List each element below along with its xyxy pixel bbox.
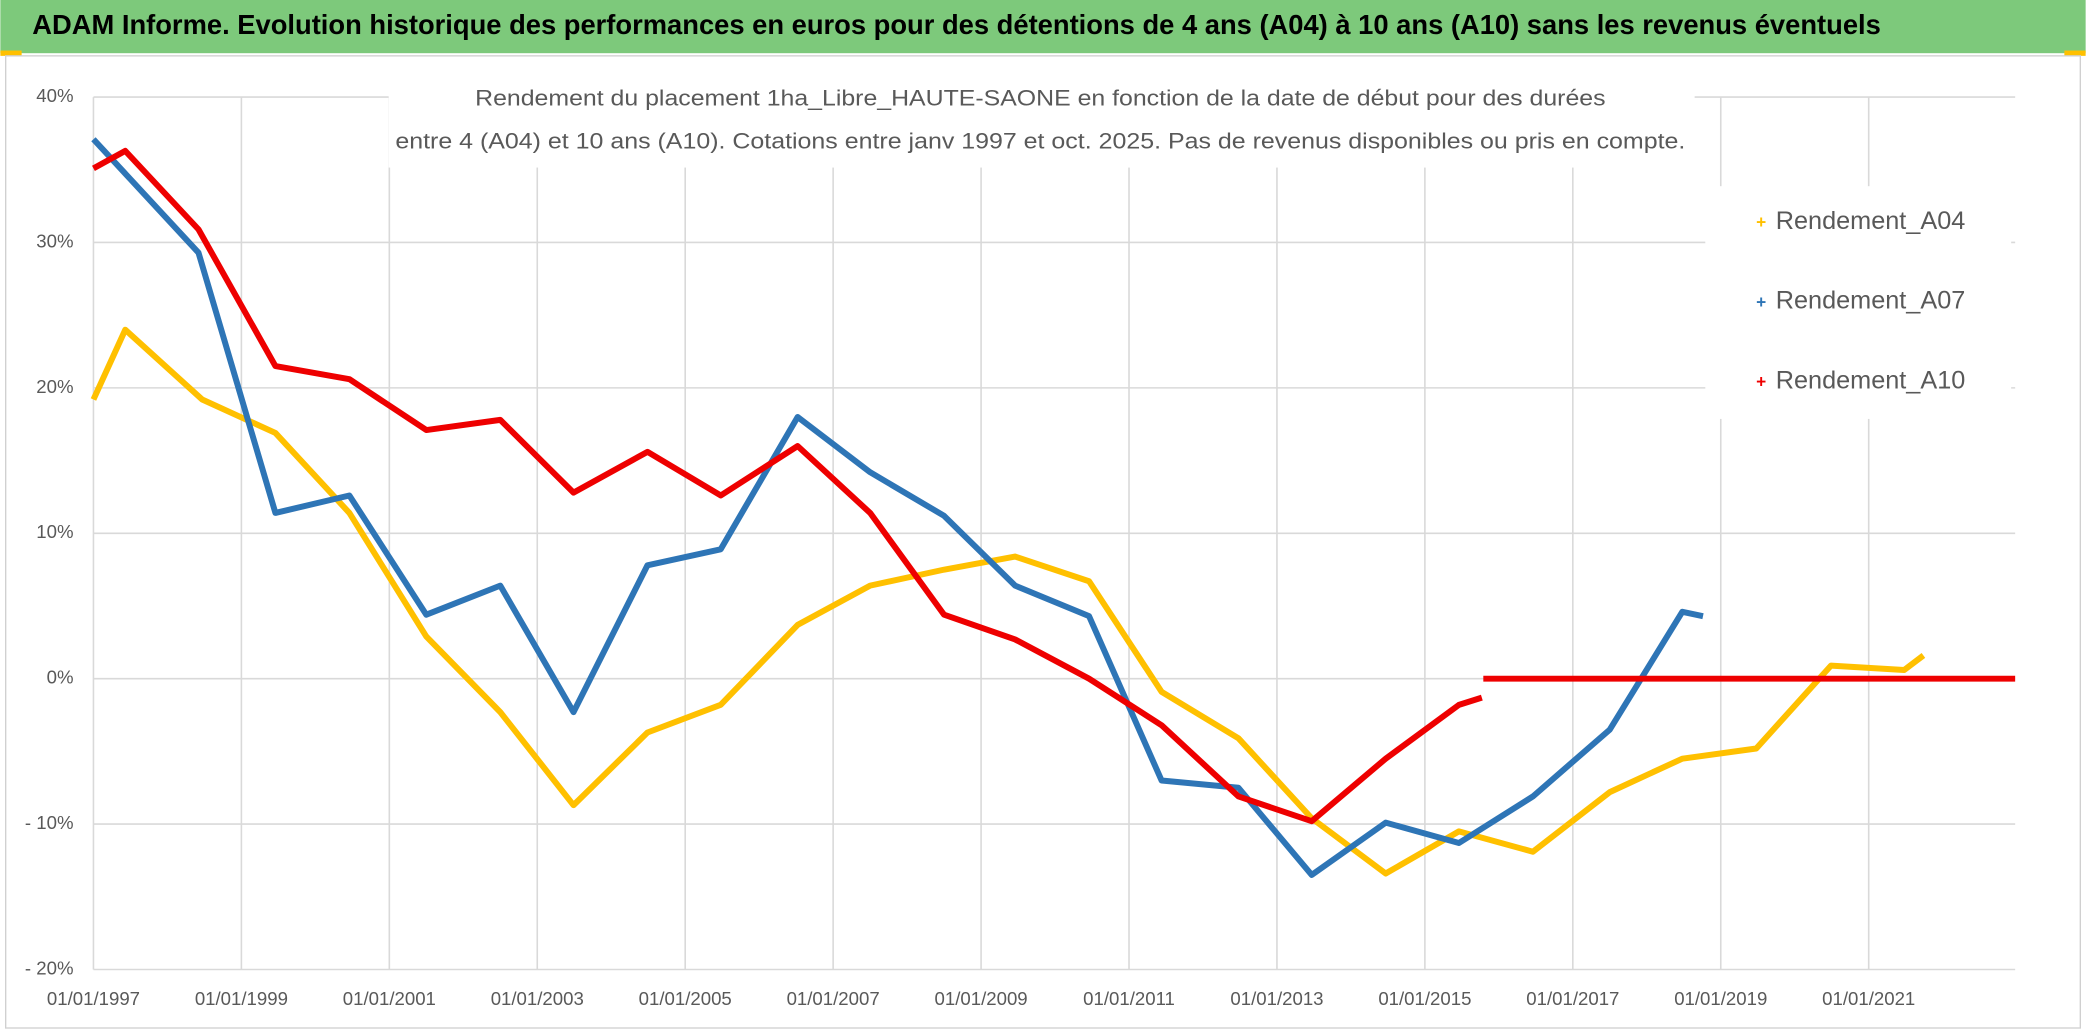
x-tick-label: 01/01/2005 (639, 988, 732, 1009)
y-tick-label: 40% (36, 85, 73, 106)
x-tick-label: 01/01/2011 (1083, 988, 1175, 1009)
legend-bg (1705, 186, 2012, 419)
x-tick-label: 01/01/2019 (1674, 988, 1767, 1009)
frame (5, 55, 2081, 1029)
x-tick-label: 01/01/2015 (1378, 988, 1471, 1009)
chart-title: entre 4 (A04) et 10 ans (A10). Cotations… (395, 128, 1685, 153)
legend-label: Rendement_A10 (1776, 366, 1966, 394)
header-bar (0, 0, 2086, 54)
y-tick-label: - 10% (25, 812, 74, 833)
legend-label: Rendement_A07 (1776, 287, 1966, 315)
x-tick-label: 01/01/2013 (1230, 988, 1323, 1009)
x-tick-label: 01/01/2009 (935, 988, 1028, 1009)
chart-title: Rendement du placement 1ha_Libre_HAUTE-S… (475, 86, 1605, 111)
y-tick-label: 0% (47, 667, 74, 688)
y-tick-label: 30% (36, 230, 73, 251)
x-tick-label: 01/01/2017 (1526, 988, 1619, 1009)
page-title: ADAM Informe. Evolution historique des p… (32, 9, 1881, 40)
y-tick-label: - 20% (25, 957, 74, 978)
series-line (90, 326, 1926, 877)
x-tick-label: 01/01/1997 (47, 988, 140, 1009)
x-tick-label: 01/01/2003 (491, 988, 584, 1009)
corner (0, 50, 22, 56)
x-tick-label: 01/01/2001 (343, 988, 436, 1009)
series-line (91, 137, 1704, 878)
legend-marker: + (1756, 292, 1766, 312)
y-tick-label: 20% (36, 376, 73, 397)
series-line (92, 147, 2016, 825)
x-tick-label: 01/01/1999 (195, 988, 288, 1009)
x-tick-label: 01/01/2021 (1822, 988, 1915, 1009)
legend-marker: + (1756, 212, 1766, 232)
corner (2064, 50, 2086, 56)
y-tick-label: 10% (36, 521, 73, 542)
title-bg (388, 77, 1695, 168)
legend-label: Rendement_A04 (1776, 207, 1966, 235)
x-tick-label: 01/01/2007 (787, 988, 880, 1009)
legend-marker: + (1756, 372, 1766, 392)
